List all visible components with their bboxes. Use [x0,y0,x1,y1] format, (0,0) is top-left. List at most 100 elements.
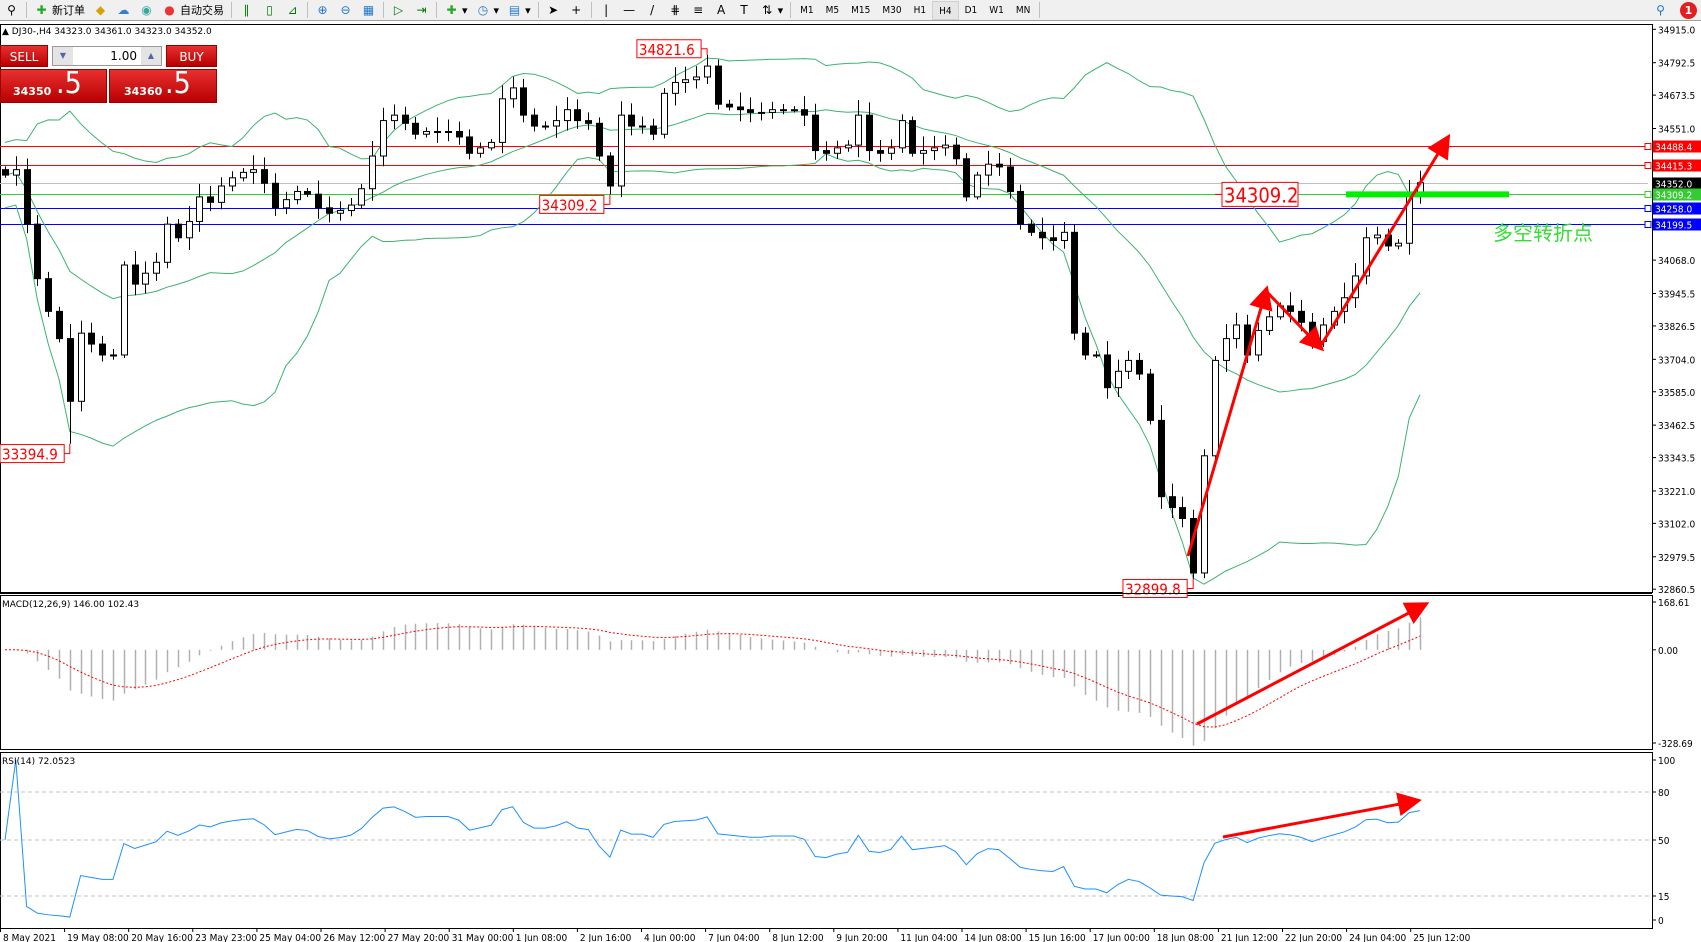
candle[interactable] [2,169,9,176]
candle[interactable] [13,169,20,176]
candle[interactable] [380,120,387,157]
candle[interactable] [1212,359,1219,457]
sell-price-button[interactable]: 34350 .5 [0,66,107,103]
candle[interactable] [1082,332,1089,356]
autoscroll-button[interactable]: ⇥ [410,1,433,20]
candle[interactable] [391,114,398,122]
notification-badge[interactable]: 1 [1680,1,1697,19]
candle[interactable] [132,264,139,285]
buy-price-button[interactable]: 34360 .5 [109,66,217,103]
candle[interactable] [747,109,754,113]
candle[interactable] [520,87,527,116]
level-line-handle[interactable] [1644,143,1652,150]
candle[interactable] [780,109,787,112]
candle[interactable] [88,332,95,345]
candle[interactable] [434,130,441,133]
candle[interactable] [877,150,884,154]
candle[interactable] [207,196,214,203]
candle[interactable] [304,190,311,195]
channel-button[interactable]: ⋕ [664,1,687,20]
candle[interactable] [553,120,560,127]
candle[interactable] [758,111,765,114]
candle[interactable] [639,125,646,128]
timeframe-m5[interactable]: M5 [825,4,840,16]
candle[interactable] [24,169,31,225]
candle[interactable] [834,147,841,154]
candle[interactable] [1093,354,1100,357]
candle[interactable] [715,65,722,105]
chart-shift-button[interactable]: ▷ [387,1,410,20]
candle[interactable] [477,147,484,154]
candle[interactable] [466,136,473,154]
candle[interactable] [791,109,798,112]
signals-button[interactable]: ◉ [135,1,158,20]
candle[interactable] [294,190,301,201]
candle[interactable] [866,114,873,152]
candle[interactable] [358,188,365,206]
line-chart-button[interactable]: ⊿ [281,1,304,20]
level-line-handle[interactable] [1644,221,1652,228]
cursor-button[interactable]: ➤ [542,1,565,20]
bar-chart-button[interactable]: ∥ [235,1,258,20]
candle[interactable] [1169,496,1176,509]
candle[interactable] [531,114,538,127]
candle[interactable] [121,264,128,356]
candle[interactable] [142,272,149,285]
zoom-in-button[interactable]: ⊕ [311,1,334,20]
candle[interactable] [175,223,182,239]
candle[interactable] [34,223,41,280]
search-icon[interactable]: ⚲ [1656,2,1665,17]
candle[interactable] [1125,359,1132,372]
candle[interactable] [628,114,635,127]
candle[interactable] [1374,234,1381,239]
sell-button[interactable]: SELL [0,45,48,67]
candle[interactable] [1061,231,1068,242]
candle[interactable] [445,130,452,133]
candle[interactable] [272,182,279,209]
candle[interactable] [564,109,571,122]
candle[interactable] [574,109,581,122]
candle[interactable] [510,87,517,100]
candle[interactable] [585,120,592,124]
candle[interactable] [1071,231,1078,334]
candle[interactable] [1201,455,1208,574]
candle[interactable] [456,130,463,138]
vertical-line-button[interactable]: | [595,1,618,20]
candle[interactable] [67,338,74,402]
candle[interactable] [1017,190,1024,225]
candle[interactable] [1287,305,1294,312]
lot-increase-button[interactable]: ▲ [141,47,161,65]
candle[interactable] [963,158,970,198]
candle[interactable] [153,261,160,274]
candle[interactable] [499,98,506,143]
tile-windows-button[interactable]: ▦ [357,1,380,20]
trendline-button[interactable]: / [641,1,664,20]
timeframe-mn[interactable]: MN [1015,4,1031,16]
timeframe-m30[interactable]: M30 [882,4,902,16]
candle[interactable] [1298,310,1305,323]
level-line-handle[interactable] [1644,191,1652,198]
zoom-out-button[interactable]: ⊖ [334,1,357,20]
candle[interactable] [1050,237,1057,242]
templates-button[interactable]: ▤ ▾ [508,2,531,17]
fibonacci-button[interactable]: ≡ [687,1,710,20]
candle[interactable] [596,122,603,157]
candle[interactable] [1104,354,1111,389]
level-line-handle[interactable] [1644,162,1652,169]
lot-size-stepper[interactable]: ▼ 1.00 ▲ [52,46,162,66]
candle[interactable] [164,223,171,263]
candle[interactable] [888,147,895,154]
candle[interactable] [229,177,236,187]
candle[interactable] [650,125,657,135]
candle[interactable] [1223,338,1230,361]
market-watch-button[interactable]: ☁ [112,1,135,20]
lot-decrease-button[interactable]: ▼ [53,47,73,65]
candle[interactable] [402,114,409,124]
candle[interactable] [726,103,733,108]
timeframe-m15[interactable]: M15 [851,4,871,16]
candle[interactable] [1147,373,1154,421]
candle[interactable] [974,174,981,198]
timeframe-d1[interactable]: D1 [964,4,978,16]
candle[interactable] [45,278,52,312]
search-tool-button[interactable]: ⚲ [0,1,23,20]
